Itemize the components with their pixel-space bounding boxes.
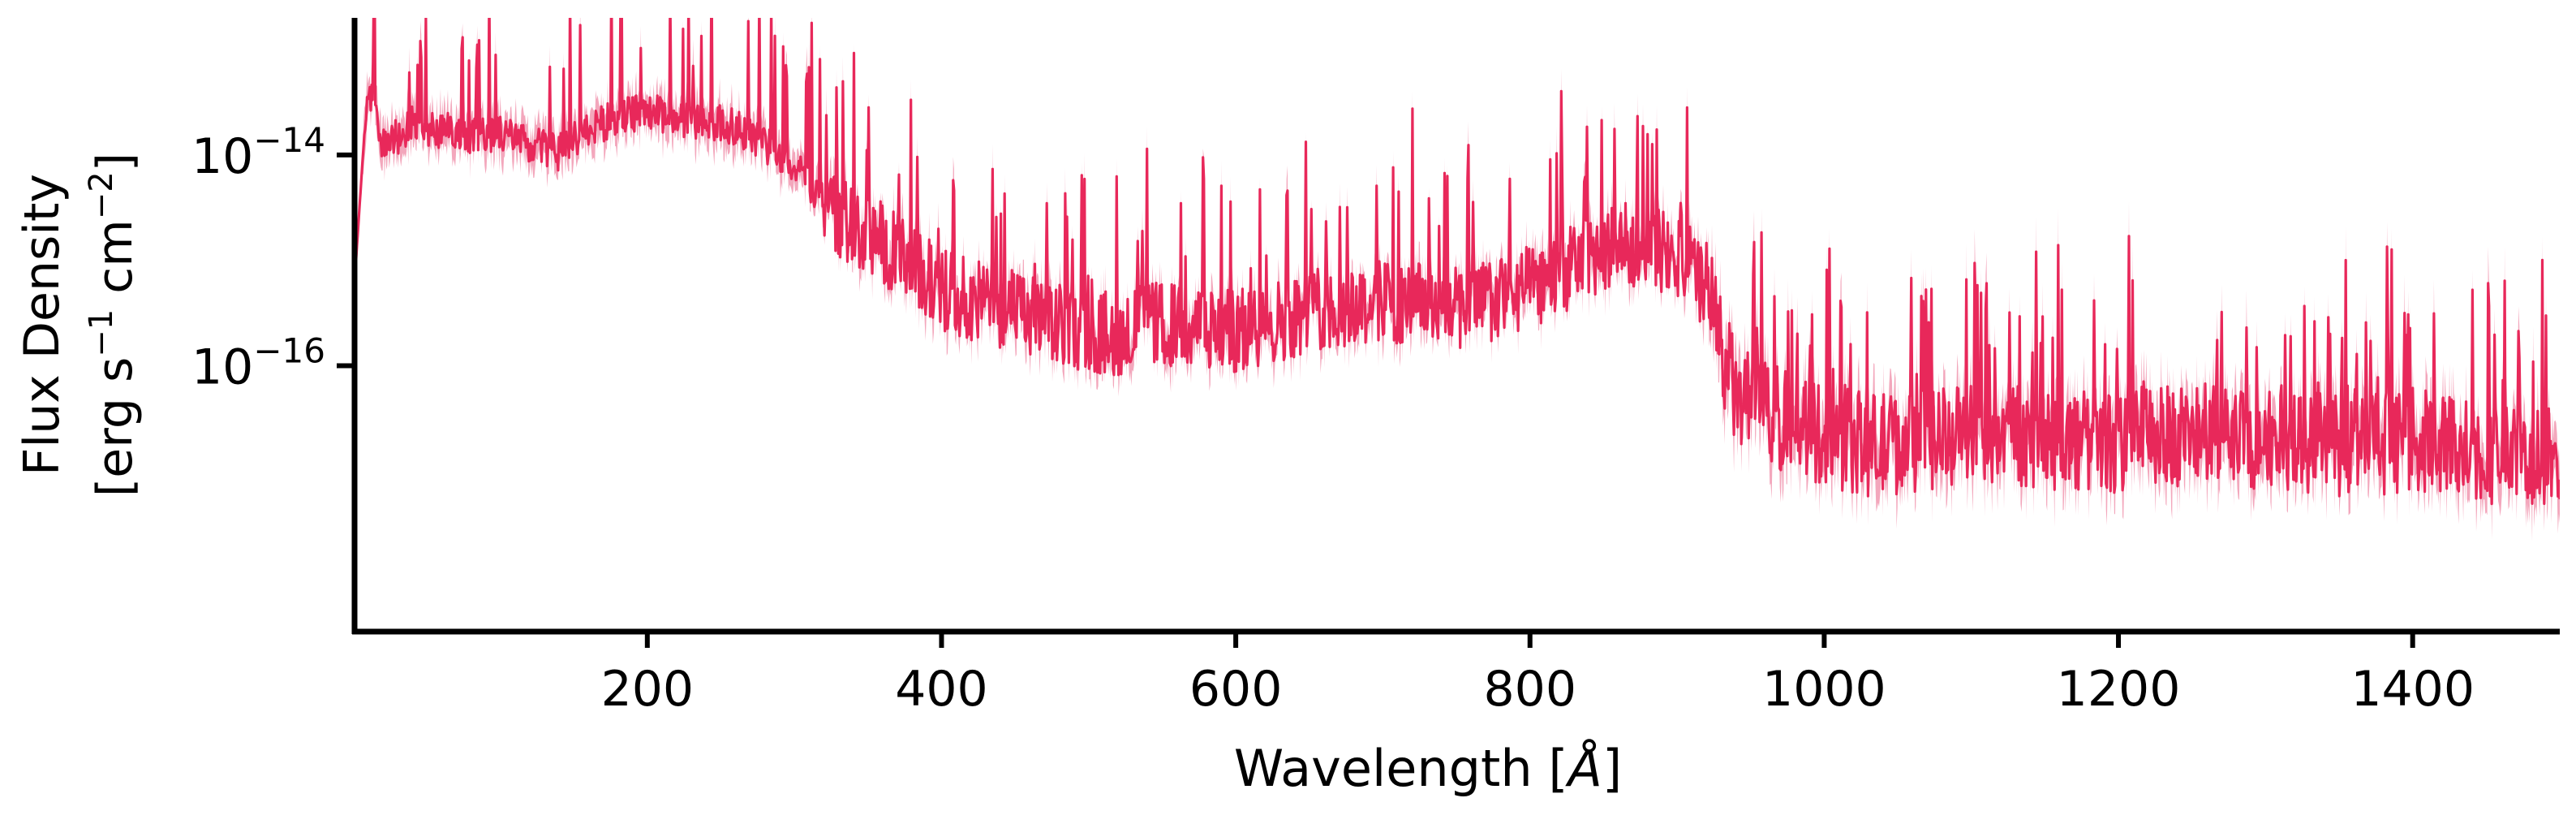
y-tick-label: 10−16 — [191, 331, 325, 396]
x-tick-label: 200 — [601, 661, 695, 718]
y-tick-label: 10−14 — [191, 120, 325, 185]
x-tick-label: 400 — [895, 661, 988, 718]
x-tick-label: 1400 — [2350, 661, 2475, 718]
ticks: 200 400 600 800 1000 1200 1400 10−14 10−16 — [191, 120, 2475, 718]
axes — [351, 18, 2560, 635]
x-tick-label: 1000 — [1762, 661, 1886, 718]
series-error-band — [355, 18, 2560, 541]
x-tick-label: 800 — [1483, 661, 1576, 718]
x-axis-label: Wavelength [Å] — [1234, 739, 1622, 798]
x-tick-label: 1200 — [2057, 661, 2181, 718]
series-line — [355, 18, 2560, 506]
y-axis-label-line1: Flux Density — [14, 174, 71, 476]
y-axis-label-line2: [erg s−1 cm−2] — [83, 153, 144, 497]
plot-area — [355, 18, 2560, 541]
x-tick-label: 600 — [1189, 661, 1283, 718]
